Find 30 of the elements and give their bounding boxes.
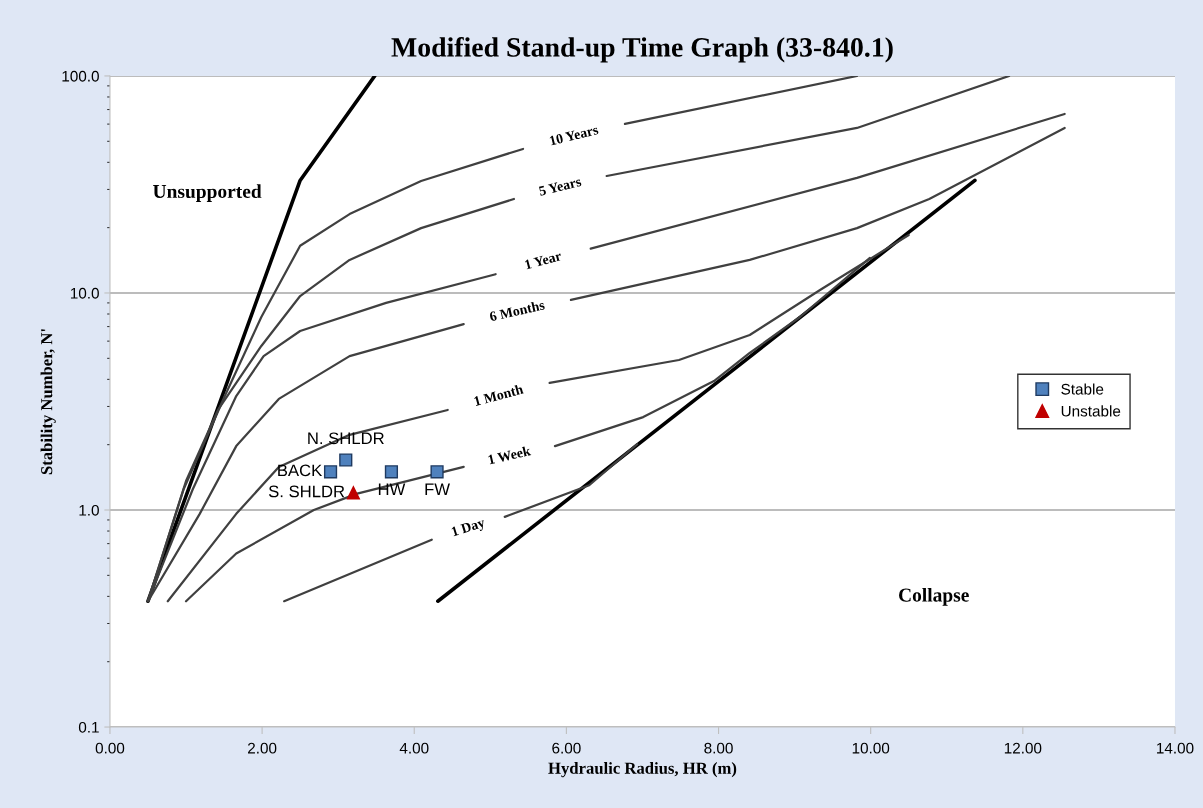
y-tick-label: 100.0 bbox=[62, 70, 99, 82]
data-label: BACK bbox=[278, 464, 323, 477]
y-tick-label: 0.1 bbox=[78, 721, 99, 733]
chart-title: Modified Stand-up Time Graph (33-840.1) bbox=[391, 36, 893, 63]
text: 6 Months bbox=[489, 299, 546, 322]
annotation: Collapse bbox=[899, 588, 969, 606]
data-label: S. SHLDR bbox=[268, 485, 345, 498]
data-label: HW bbox=[378, 483, 406, 495]
x-axis-title: Hydraulic Radius, HR (m) bbox=[548, 762, 737, 778]
legend-label: Unstable bbox=[1061, 405, 1121, 417]
y-axis-title: Stability Number, N' bbox=[40, 329, 56, 475]
x-tick-label: 2.00 bbox=[248, 742, 277, 754]
data-label: FW bbox=[425, 483, 450, 495]
annotation: Unsupported bbox=[153, 184, 262, 202]
text: 1 Month bbox=[473, 383, 524, 407]
x-tick-label: 0.00 bbox=[95, 742, 125, 754]
text: 1 Year bbox=[524, 251, 562, 270]
text: 1 Week bbox=[487, 445, 532, 465]
x-tick-label: 4.00 bbox=[399, 742, 429, 754]
x-tick-label: 10.00 bbox=[852, 742, 890, 754]
text: 5 Years bbox=[538, 176, 582, 196]
text: 1 Day bbox=[451, 517, 487, 540]
x-tick-label: 8.00 bbox=[704, 742, 733, 754]
y-tick-label: 10.0 bbox=[70, 287, 99, 299]
y-tick-label: 1.0 bbox=[79, 504, 99, 516]
x-tick-label: 6.00 bbox=[552, 742, 581, 754]
text: 10 Years bbox=[549, 124, 599, 146]
legend-label: Stable bbox=[1061, 383, 1104, 395]
x-tick-label: 12.00 bbox=[1004, 742, 1042, 754]
x-tick-label: 14.00 bbox=[1157, 742, 1194, 754]
